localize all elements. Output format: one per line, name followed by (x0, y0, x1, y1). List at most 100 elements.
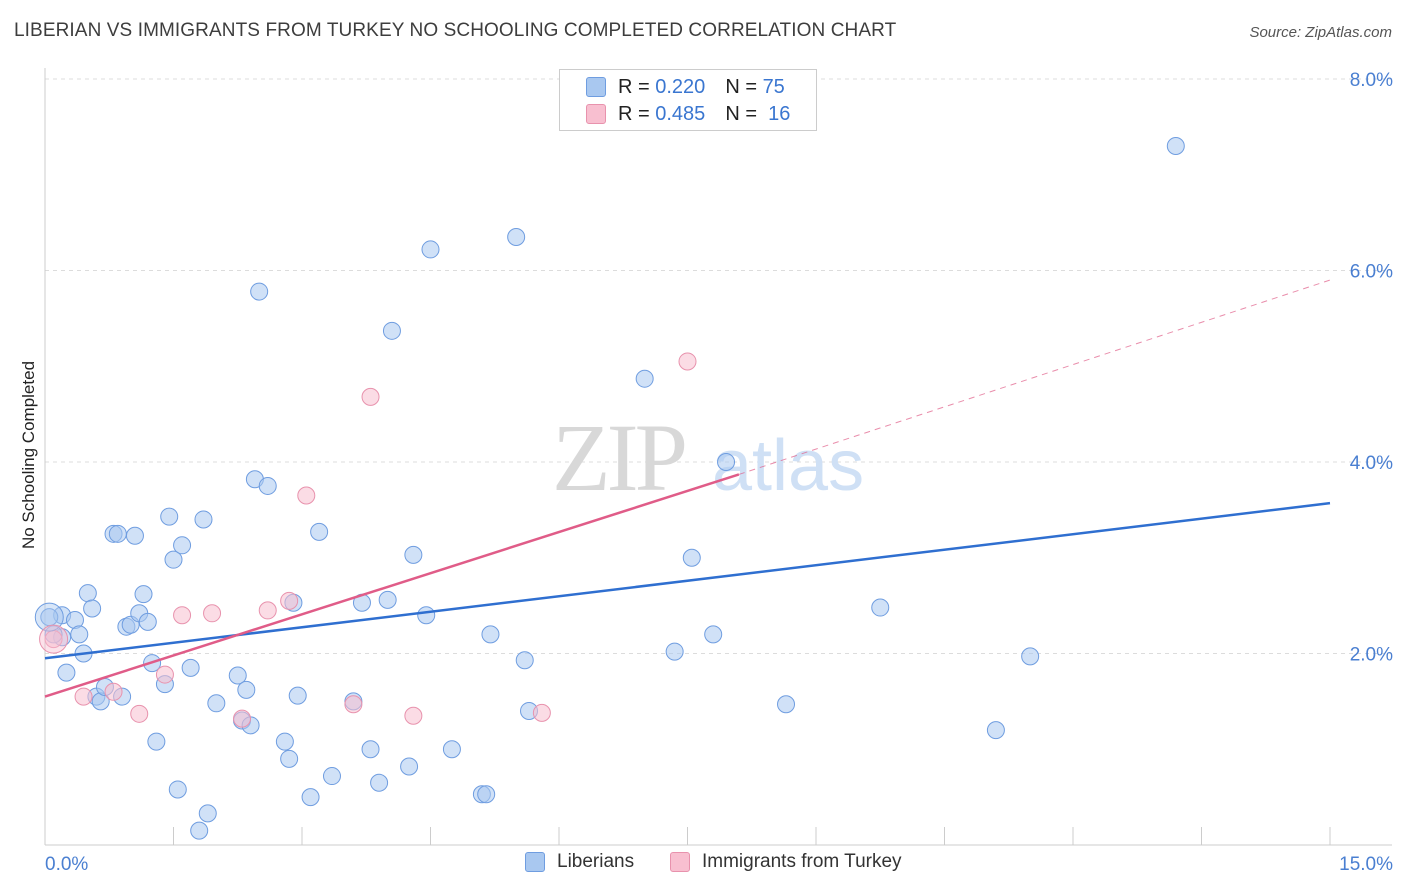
legend-n-value: 75 (762, 75, 785, 98)
point-liberians (665, 642, 684, 661)
legend-r-value: 0.485 (655, 102, 706, 125)
point-liberians (288, 686, 307, 705)
point-liberians (108, 524, 127, 543)
point-liberians (400, 757, 419, 776)
point-liberians (181, 658, 200, 677)
point-liberians (173, 536, 192, 555)
point-turkey (297, 486, 316, 505)
point-liberians (207, 694, 226, 713)
legend-r-label: R = (618, 75, 650, 98)
point-liberians (481, 625, 500, 644)
point-liberians (507, 227, 526, 246)
point-liberians (635, 369, 654, 388)
point-liberians (147, 732, 166, 751)
point-turkey (532, 703, 551, 722)
point-turkey (404, 706, 423, 725)
point-liberians (275, 732, 294, 751)
y-axis-label: No Schooling Completed (19, 361, 38, 549)
bottom-legend-liberians: Liberians (525, 851, 634, 873)
point-liberians (310, 522, 329, 541)
bottom-legend: Liberians Immigrants from Turkey (0, 851, 1406, 879)
chart-title: LIBERIAN VS IMMIGRANTS FROM TURKEY NO SC… (14, 20, 897, 41)
point-liberians (1021, 647, 1040, 666)
legend: R = 0.220 N = 75 R = 0.485 N = 16 (559, 69, 817, 131)
point-liberians (138, 612, 157, 631)
point-liberians (515, 651, 534, 670)
point-liberians (871, 598, 890, 617)
y-tick-label: 8.0% (1350, 70, 1393, 91)
point-turkey (344, 695, 363, 714)
watermark-zip: ZIP (552, 404, 685, 511)
point-liberians (322, 767, 341, 786)
grid-lines (45, 78, 1392, 654)
point-liberians (382, 321, 401, 340)
point-liberians (237, 680, 256, 699)
bottom-legend-label: Liberians (557, 851, 635, 872)
y-tick-label: 2.0% (1350, 645, 1393, 666)
legend-r-label: R = (618, 102, 650, 125)
legend-n-label: N = (725, 102, 757, 125)
legend-row-turkey: R = 0.485 N = 16 (586, 102, 790, 126)
watermark: ZIP atlas (552, 404, 864, 511)
point-turkey (130, 704, 149, 723)
point-liberians (1166, 137, 1185, 156)
trend-line-turkey-extrapolated (738, 279, 1331, 475)
point-liberians (777, 695, 796, 714)
point-liberians (378, 590, 397, 609)
point-liberians (682, 548, 701, 567)
legend-r-value: 0.220 (655, 75, 706, 98)
y-tick-label: 6.0% (1350, 262, 1393, 283)
point-liberians (301, 788, 320, 807)
legend-n-value: 16 (768, 102, 791, 125)
legend-n-label: N = (725, 75, 757, 98)
trend-line-liberians (44, 501, 1331, 660)
point-liberians (164, 550, 183, 569)
y-tick-label: 4.0% (1350, 453, 1393, 474)
point-liberians (717, 453, 736, 471)
point-liberians (83, 599, 102, 618)
point-liberians (361, 740, 380, 759)
tick-labels: 2.0% 4.0% 6.0% 8.0% 0.0% 15.0% (45, 70, 1393, 875)
bottom-legend-label: Immigrants from Turkey (702, 851, 902, 872)
legend-swatch-liberians (586, 77, 606, 97)
point-liberians (986, 721, 1005, 740)
bottom-legend-turkey: Immigrants from Turkey (670, 851, 902, 873)
point-turkey (678, 352, 697, 371)
point-liberians (228, 666, 247, 685)
legend-swatch-turkey (586, 104, 606, 124)
point-liberians (442, 740, 461, 759)
point-liberians (258, 476, 277, 495)
x-tick-label-min: 0.0% (45, 854, 88, 875)
point-liberians (404, 545, 423, 564)
point-turkey (74, 687, 93, 706)
point-liberians (70, 625, 89, 644)
point-liberians (78, 584, 97, 603)
point-liberians (198, 804, 217, 823)
point-liberians (190, 821, 209, 840)
point-liberians (194, 510, 213, 529)
point-liberians (370, 773, 389, 792)
point-liberians (477, 785, 496, 804)
point-turkey (203, 604, 222, 623)
point-liberians (280, 749, 299, 768)
data-points (34, 137, 1185, 840)
point-turkey (155, 665, 174, 684)
point-liberians (134, 585, 153, 604)
point-liberians (57, 663, 76, 682)
point-turkey (173, 606, 192, 625)
watermark-atlas: atlas (712, 426, 864, 506)
point-liberians (250, 282, 269, 301)
point-turkey (280, 591, 299, 610)
trend-line-turkey (44, 473, 740, 698)
point-liberians (421, 240, 440, 259)
legend-row-liberians: R = 0.220 N = 75 (586, 75, 785, 99)
source-label: Source: ZipAtlas.com (1249, 24, 1392, 41)
point-turkey (361, 387, 380, 406)
bottom-legend-swatch-liberians (525, 852, 545, 872)
bottom-legend-swatch-turkey (670, 852, 690, 872)
point-liberians-cluster (34, 602, 64, 632)
point-liberians (168, 780, 187, 799)
point-turkey (258, 601, 277, 620)
axes (44, 68, 1392, 846)
